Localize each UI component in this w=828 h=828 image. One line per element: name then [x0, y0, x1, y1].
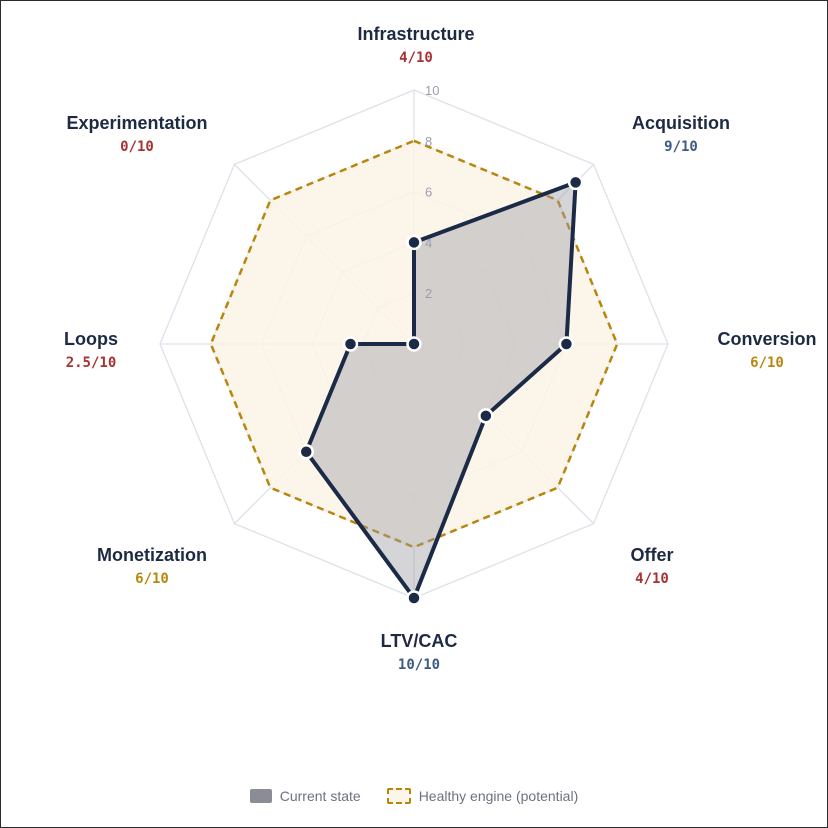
legend-swatch-healthy: [386, 788, 411, 804]
current-point-7: [406, 336, 422, 352]
current-point-5: [298, 444, 314, 460]
axis-label-5: Monetization: [97, 545, 207, 565]
score-label-6: 2.5/10: [66, 355, 117, 371]
score-label-0: 4/10: [399, 50, 433, 66]
tick-label-10: 10: [425, 83, 439, 98]
score-label-2: 6/10: [750, 355, 784, 371]
legend-swatch-current: [249, 789, 272, 803]
current-point-0: [406, 234, 422, 251]
score-label-7: 0/10: [120, 139, 154, 155]
legend-item-current[interactable]: Current state: [249, 788, 361, 804]
score-label-1: 9/10: [664, 139, 698, 155]
current-point-4: [406, 590, 422, 606]
axis-label-4: LTV/CAC: [381, 631, 458, 651]
score-label-5: 6/10: [135, 571, 169, 587]
legend: Current state Healthy engine (potential): [1, 785, 827, 807]
axis-label-3: Offer: [630, 545, 673, 565]
legend-item-healthy[interactable]: Healthy engine (potential): [386, 788, 579, 804]
radar-chart: 2 4 6 8 10 Infrastructure 4/10 Acquisition 9/10…: [64, 24, 817, 673]
tick-label-4: 4: [425, 235, 432, 250]
axis-labels: Infrastructure 4/10 Acquisition 9/10 Convers…: [64, 24, 817, 673]
axis-label-2: Conversion: [717, 329, 816, 349]
score-label-4: 10/10: [398, 657, 440, 673]
tick-labels: 2 4 6 8 10: [425, 83, 439, 301]
current-point-1: [567, 174, 584, 191]
axis-label-7: Experimentation: [66, 113, 207, 133]
current-point-2: [558, 336, 575, 352]
tick-label-6: 6: [425, 185, 432, 200]
current-series: [298, 174, 584, 606]
axis-label-0: Infrastructure: [357, 24, 474, 44]
legend-label-current: Current state: [279, 788, 361, 804]
axis-label-6: Loops: [64, 329, 118, 349]
tick-label-2: 2: [425, 286, 432, 301]
tick-label-8: 8: [425, 134, 432, 149]
score-label-3: 4/10: [635, 571, 669, 587]
axis-label-1: Acquisition: [632, 113, 730, 133]
legend-label-healthy: Healthy engine (potential): [418, 788, 579, 804]
current-point-6: [342, 336, 359, 352]
current-point-3: [478, 408, 494, 424]
